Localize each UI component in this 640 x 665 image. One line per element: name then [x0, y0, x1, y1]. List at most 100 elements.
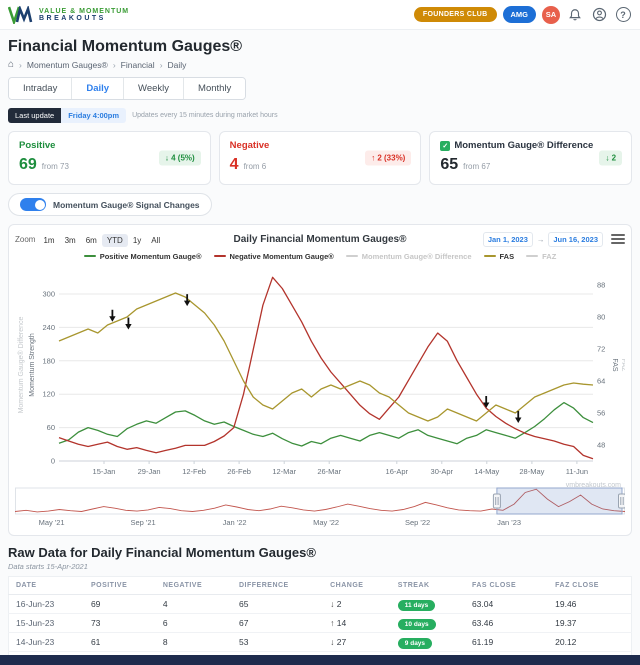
home-icon[interactable]: ⌂	[8, 59, 15, 70]
raw-data-section: Raw Data for Daily Financial Momentum Ga…	[8, 545, 632, 665]
tab-daily[interactable]: Daily	[72, 78, 125, 99]
top-navbar: VALUE & MOMENTUM BREAKOUTS FOUNDERS CLUB…	[0, 0, 640, 30]
negative-card-value: 4	[229, 156, 239, 173]
negative-card-label: Negative	[229, 140, 270, 151]
check-icon: ✓	[440, 140, 451, 151]
chart-navigator[interactable]: May '21 Sep '21 Jan '22 May '22 Sep '22 Jan '…	[14, 486, 626, 528]
cell-change: ↓ 27	[323, 632, 391, 652]
column-fas-close[interactable]: FAS CLOSE	[464, 576, 549, 595]
tab-intraday[interactable]: Intraday	[9, 78, 73, 99]
difference-card-value: 65	[440, 156, 459, 173]
founders-club-button[interactable]: FOUNDERS CLUB	[413, 7, 497, 22]
svg-text:64: 64	[597, 377, 605, 386]
streak-badge: 11 days	[397, 600, 436, 611]
range-to-input[interactable]: Jun 16, 2023	[548, 231, 603, 247]
cell-negative: 4	[155, 594, 232, 614]
legend-positive-momentum-gauge[interactable]: Positive Momentum Gauge®	[83, 252, 202, 261]
cell-change: ↓ 2	[323, 594, 391, 614]
svg-text:26-Mar: 26-Mar	[317, 467, 341, 476]
cell-fas-close: 63.46	[464, 613, 549, 633]
help-icon[interactable]: ?	[614, 6, 632, 24]
notifications-bell-icon[interactable]	[566, 6, 584, 24]
column-negative[interactable]: NEGATIVE	[155, 576, 232, 595]
signal-changes-toggle-label: Momentum Gauge® Signal Changes	[53, 199, 200, 210]
positive-change-badge: ↓ 4 (5%)	[158, 150, 201, 166]
tab-weekly[interactable]: Weekly	[124, 78, 185, 99]
positive-card: Positive 69 from 73 ↓ 4 (5%)	[8, 131, 211, 185]
signal-changes-toggle[interactable]	[20, 198, 46, 211]
svg-text:Sep '21: Sep '21	[130, 518, 155, 527]
amg-button[interactable]: AMG	[502, 6, 536, 23]
svg-text:15-Jan: 15-Jan	[93, 467, 116, 476]
cell-faz-close: 19.46	[548, 594, 632, 614]
zoom-3m[interactable]: 3m	[59, 234, 81, 247]
legend-negative-momentum-gauge[interactable]: Negative Momentum Gauge®	[213, 252, 334, 261]
svg-text:FAS: FAS	[611, 358, 618, 372]
breadcrumb-daily[interactable]: Daily	[167, 59, 187, 70]
footer-bar	[0, 655, 640, 665]
svg-text:0: 0	[51, 457, 55, 466]
svg-text:300: 300	[42, 290, 55, 299]
last-update-row: Last update Friday 4:00pm Updates every …	[8, 108, 632, 123]
cell-date: 14-Jun-23	[8, 632, 84, 652]
breadcrumb-momentum-gauges[interactable]: Momentum Gauges®	[26, 59, 108, 70]
table-row[interactable]: 16-Jun-23 69 4 65 ↓ 2 11 days 63.04 19.46	[8, 594, 632, 614]
legend-fas[interactable]: FAS	[483, 252, 514, 261]
column-faz-close[interactable]: FAZ CLOSE	[548, 576, 632, 595]
brand-logo[interactable]: VALUE & MOMENTUM BREAKOUTS	[8, 5, 129, 24]
zoom-6m[interactable]: 6m	[80, 234, 102, 247]
column-streak[interactable]: STREAK	[390, 576, 465, 595]
breadcrumb-financial[interactable]: Financial	[120, 59, 155, 70]
top-actions: FOUNDERS CLUB AMG SA ?	[413, 5, 632, 24]
arrow-up-icon: ↑	[371, 153, 376, 163]
cell-negative: 8	[155, 632, 232, 652]
avatar[interactable]: SA	[542, 5, 560, 24]
difference-change-badge: ↓ 2	[599, 150, 623, 166]
arrow-right-icon: →	[536, 234, 545, 244]
svg-text:FAZ: FAZ	[620, 359, 625, 373]
column-positive[interactable]: POSITIVE	[83, 576, 156, 595]
svg-text:180: 180	[42, 356, 55, 365]
arrow-up-icon: ↑	[330, 618, 337, 628]
svg-text:Momentum Gauge® Difference: Momentum Gauge® Difference	[17, 316, 25, 413]
last-update-note: Updates every 15 minutes during market h…	[132, 112, 278, 119]
raw-data-table: DATE POSITIVE NEGATIVE DIFFERENCE CHANGE STRE…	[8, 576, 632, 665]
cell-difference: 65	[232, 594, 324, 614]
legend-faz[interactable]: FAZ	[526, 252, 556, 261]
svg-text:60: 60	[47, 423, 55, 432]
svg-text:May '21: May '21	[39, 518, 65, 527]
tab-monthly[interactable]: Monthly	[184, 78, 246, 99]
zoom-1m[interactable]: 1m	[38, 234, 60, 247]
table-header-row: DATE POSITIVE NEGATIVE DIFFERENCE CHANGE STRE…	[8, 576, 632, 595]
negative-card-sub: from 6	[243, 162, 267, 171]
arrow-down-icon: ↓	[164, 153, 169, 163]
zoom-all[interactable]: All	[146, 234, 166, 247]
momentum-chart-card: Zoom 1m 3m 6m YTD 1y All Daily Financial Mome…	[8, 224, 632, 536]
legend-momentum-gauge-difference[interactable]: Momentum Gauge® Difference	[345, 252, 472, 261]
chevron-right-icon: ›	[112, 59, 116, 70]
raw-data-subtitle: Data starts 15-Apr-2021	[8, 562, 88, 571]
column-difference[interactable]: DIFFERENCE	[232, 576, 324, 595]
page-title: Financial Momentum Gauges®	[8, 38, 243, 55]
cell-negative: 6	[155, 613, 232, 633]
positive-card-sub: from 73	[41, 162, 69, 171]
zoom-label: Zoom	[15, 234, 36, 244]
svg-text:Jan '23: Jan '23	[497, 518, 521, 527]
svg-text:120: 120	[42, 390, 55, 399]
table-row[interactable]: 15-Jun-23 73 6 67 ↑ 14 10 days 63.46 19.37	[8, 613, 632, 633]
momentum-chart[interactable]: 0 60 120 180 240 300 48 56 64 72 80 88 15-Jan 29-Jan 1…	[15, 263, 627, 481]
negative-change-badge: ↑ 2 (33%)	[365, 150, 412, 166]
range-from-input[interactable]: Jan 1, 2023	[482, 231, 533, 247]
svg-text:11-Jun: 11-Jun	[566, 467, 588, 476]
zoom-1y[interactable]: 1y	[127, 234, 147, 247]
chart-menu-icon[interactable]	[611, 232, 625, 246]
account-icon[interactable]	[590, 6, 608, 24]
zoom-ytd[interactable]: YTD	[101, 234, 128, 247]
column-date[interactable]: DATE	[8, 576, 84, 595]
chart-toolbar: Zoom 1m 3m 6m YTD 1y All Daily Financial Mome…	[15, 230, 625, 248]
last-update-time: Friday 4:00pm	[61, 108, 127, 123]
table-row[interactable]: 14-Jun-23 61 8 53 ↓ 27 9 days 61.19 20.12	[8, 632, 632, 652]
raw-data-title: Raw Data for Daily Financial Momentum Ga…	[8, 545, 316, 560]
cell-streak: 9 days	[390, 632, 465, 652]
column-change[interactable]: CHANGE	[323, 576, 391, 595]
